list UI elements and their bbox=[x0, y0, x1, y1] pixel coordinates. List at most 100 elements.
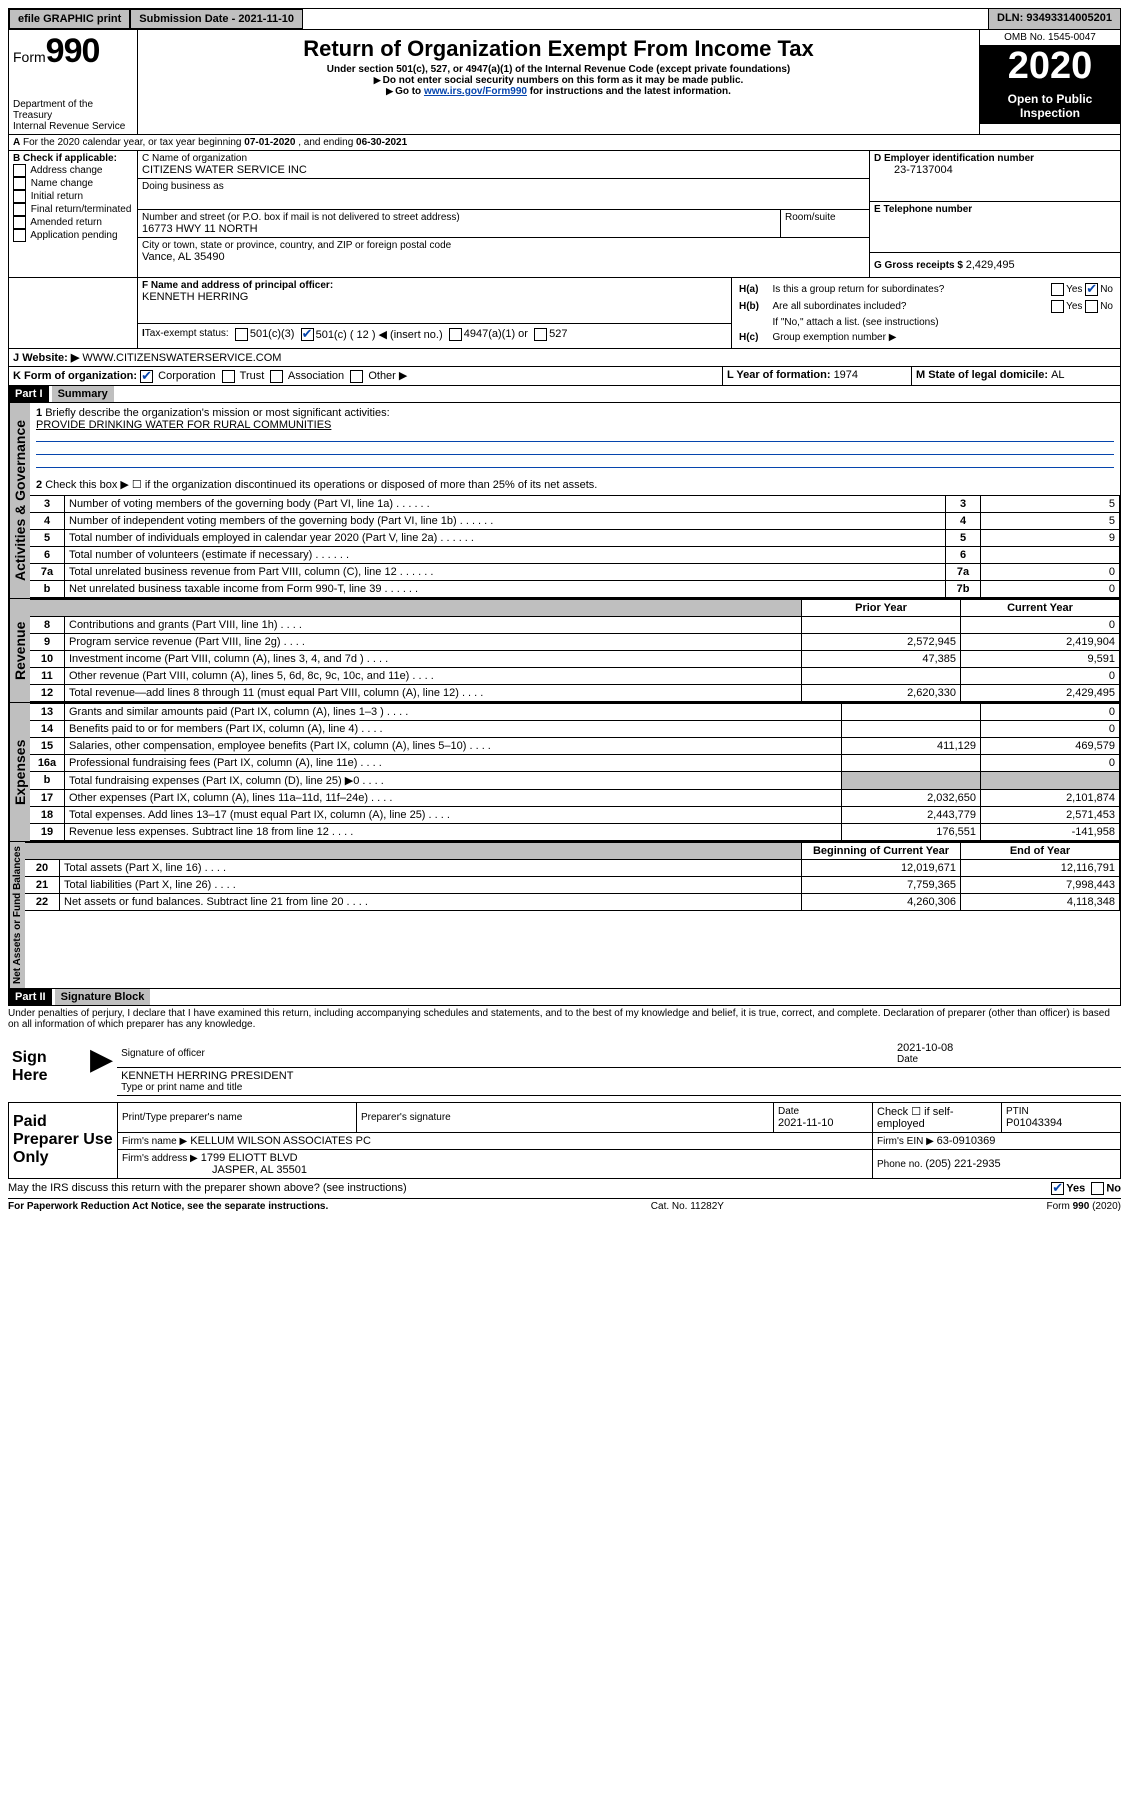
firm-ein: 63-0910369 bbox=[937, 1135, 996, 1147]
period-label-a: For the 2020 calendar year, or tax year … bbox=[23, 137, 244, 148]
prep-date-label: Date bbox=[778, 1106, 868, 1117]
b-opt-checkbox[interactable] bbox=[13, 164, 26, 177]
tax-period-row: A For the 2020 calendar year, or tax yea… bbox=[8, 135, 1121, 151]
ha-label: Is this a group return for subordinates? bbox=[772, 282, 1021, 297]
dept-treasury: Department of the Treasury bbox=[13, 99, 133, 121]
d-ein-label: D Employer identification number bbox=[874, 153, 1116, 164]
type-name-label: Type or print name and title bbox=[121, 1082, 1117, 1093]
hb-no[interactable] bbox=[1085, 300, 1098, 313]
k-corp-checkbox[interactable] bbox=[140, 370, 153, 383]
firm-addr-label: Firm's address ▶ bbox=[122, 1153, 198, 1164]
ein-value: 23-7137004 bbox=[874, 164, 1116, 176]
form-footer: Form 990 (2020) bbox=[1047, 1201, 1122, 1212]
period-begin: 07-01-2020 bbox=[244, 137, 295, 148]
dba-label: Doing business as bbox=[142, 181, 865, 192]
g-receipts-label: G Gross receipts $ bbox=[874, 260, 966, 271]
org-address: 16773 HWY 11 NORTH bbox=[142, 223, 776, 235]
ssn-warning: Do not enter social security numbers on … bbox=[142, 75, 975, 86]
b-opt-checkbox[interactable] bbox=[13, 177, 26, 190]
firm-addr1: 1799 ELIOTT BLVD bbox=[201, 1152, 298, 1164]
submission-date-button[interactable]: Submission Date - 2021-11-10 bbox=[130, 9, 303, 29]
paperwork-notice: For Paperwork Reduction Act Notice, see … bbox=[8, 1201, 328, 1212]
k-trust-checkbox[interactable] bbox=[222, 370, 235, 383]
firm-addr2: JASPER, AL 35501 bbox=[122, 1164, 307, 1176]
k-other-checkbox[interactable] bbox=[350, 370, 363, 383]
527-checkbox[interactable] bbox=[534, 328, 547, 341]
prep-sig-label: Preparer's signature bbox=[361, 1112, 769, 1123]
firm-ein-label: Firm's EIN ▶ bbox=[877, 1136, 937, 1147]
tax-exempt-label: Tax-exempt status: bbox=[145, 328, 229, 341]
4947-checkbox[interactable] bbox=[449, 328, 462, 341]
prep-name-label: Print/Type preparer's name bbox=[122, 1112, 352, 1123]
b-opt-checkbox[interactable] bbox=[13, 203, 26, 216]
self-employed-check[interactable]: Check ☐ if self-employed bbox=[873, 1102, 1002, 1132]
goto-post: for instructions and the latest informat… bbox=[527, 86, 731, 97]
part2-band: Part II bbox=[9, 989, 52, 1005]
goto-pre: Go to bbox=[395, 86, 424, 97]
b-opt-checkbox[interactable] bbox=[13, 216, 26, 229]
period-mid: , and ending bbox=[298, 137, 356, 148]
ha-no[interactable] bbox=[1085, 283, 1098, 296]
activities-governance-label: Activities & Governance bbox=[9, 403, 30, 598]
c-name-label: C Name of organization bbox=[142, 153, 865, 164]
website-row: J Website: ▶ WWW.CITIZENSWATERSERVICE.CO… bbox=[8, 349, 1121, 367]
hb-note: If "No," attach a list. (see instruction… bbox=[772, 316, 1114, 329]
klm-row: K Form of organization: Corporation Trus… bbox=[8, 367, 1121, 386]
block-b-label: B Check if applicable: bbox=[13, 153, 133, 164]
officer-group-block: F Name and address of principal officer:… bbox=[8, 278, 1121, 349]
k-assoc-checkbox[interactable] bbox=[270, 370, 283, 383]
l-value: 1974 bbox=[834, 369, 858, 381]
sign-here-label: Sign Here bbox=[8, 1040, 86, 1096]
omb-number: OMB No. 1545-0047 bbox=[980, 30, 1120, 46]
e-phone-label: E Telephone number bbox=[874, 204, 1116, 215]
topbar: efile GRAPHIC print Submission Date - 20… bbox=[8, 8, 1121, 30]
c-checkbox[interactable] bbox=[301, 328, 314, 341]
part1-band: Part I bbox=[9, 386, 49, 402]
revenue-label: Revenue bbox=[9, 599, 30, 702]
firm-name-label: Firm's name ▶ bbox=[122, 1136, 187, 1147]
org-city: Vance, AL 35490 bbox=[142, 251, 865, 263]
sig-date-label: Date bbox=[897, 1054, 1117, 1065]
discuss-question: May the IRS discuss this return with the… bbox=[8, 1179, 1051, 1198]
firm-name: KELLUM WILSON ASSOCIATES PC bbox=[190, 1135, 371, 1147]
discuss-yes[interactable] bbox=[1051, 1182, 1064, 1195]
mission-text: PROVIDE DRINKING WATER FOR RURAL COMMUNI… bbox=[36, 419, 331, 431]
efile-print-button[interactable]: efile GRAPHIC print bbox=[9, 9, 130, 29]
b-opt-checkbox[interactable] bbox=[13, 190, 26, 203]
l-label: L Year of formation: bbox=[727, 369, 834, 381]
c3-checkbox[interactable] bbox=[235, 328, 248, 341]
hb-yes[interactable] bbox=[1051, 300, 1064, 313]
website-label: Website: ▶ bbox=[22, 352, 79, 364]
paid-preparer-block: Paid Preparer Use Only Print/Type prepar… bbox=[8, 1102, 1121, 1179]
period-end: 06-30-2021 bbox=[356, 137, 407, 148]
form-label: Form bbox=[13, 49, 46, 65]
m-value: AL bbox=[1051, 369, 1064, 381]
form990-link[interactable]: www.irs.gov/Form990 bbox=[424, 86, 527, 97]
hb-label: Are all subordinates included? bbox=[772, 299, 1021, 314]
b-opt-checkbox[interactable] bbox=[13, 229, 26, 242]
room-suite-label: Room/suite bbox=[780, 210, 869, 237]
addr-label: Number and street (or P.O. box if mail i… bbox=[142, 212, 776, 223]
hc-label: Group exemption number ▶ bbox=[772, 331, 1114, 344]
phone-value: (205) 221-2935 bbox=[925, 1158, 1000, 1170]
gross-receipts: 2,429,495 bbox=[966, 259, 1015, 271]
ha-yes[interactable] bbox=[1051, 283, 1064, 296]
f-officer-label: F Name and address of principal officer: bbox=[142, 280, 727, 291]
discuss-no[interactable] bbox=[1091, 1182, 1104, 1195]
header: Form990 Department of the Treasury Inter… bbox=[8, 30, 1121, 135]
prep-date-value: 2021-11-10 bbox=[778, 1117, 868, 1129]
officer-name: KENNETH HERRING bbox=[142, 291, 727, 303]
dln-label: DLN: 93493314005201 bbox=[988, 9, 1120, 29]
entity-block: B Check if applicable: Address change Na… bbox=[8, 151, 1121, 278]
sig-officer-label: Signature of officer bbox=[121, 1048, 889, 1059]
cat-number: Cat. No. 11282Y bbox=[651, 1201, 724, 1212]
form-subtitle: Under section 501(c), 527, or 4947(a)(1)… bbox=[142, 64, 975, 75]
form-title: Return of Organization Exempt From Incom… bbox=[142, 36, 975, 62]
officer-name-title: KENNETH HERRING PRESIDENT bbox=[121, 1070, 1117, 1082]
tax-year: 2020 bbox=[980, 46, 1120, 88]
q2-label: Check this box ▶ ☐ if the organization d… bbox=[45, 479, 597, 491]
irs-label: Internal Revenue Service bbox=[13, 121, 133, 132]
part2-title: Signature Block bbox=[55, 989, 151, 1005]
sig-date-value: 2021-10-08 bbox=[897, 1042, 1117, 1054]
q1-label: Briefly describe the organization's miss… bbox=[45, 407, 389, 419]
